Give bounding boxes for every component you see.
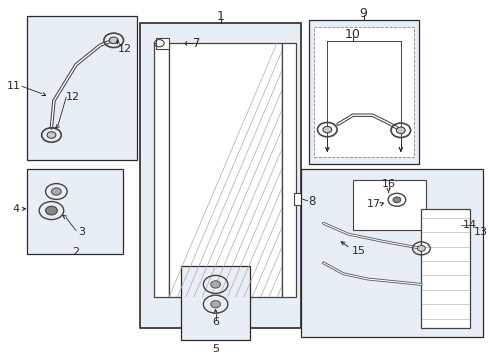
Text: 16: 16 <box>382 179 395 189</box>
Bar <box>301 169 483 337</box>
Circle shape <box>47 132 56 138</box>
Bar <box>27 16 137 160</box>
Text: 4: 4 <box>12 204 20 214</box>
Bar <box>294 193 302 205</box>
Text: 14: 14 <box>463 220 477 230</box>
Bar <box>314 27 414 157</box>
Text: ←7: ←7 <box>184 37 201 50</box>
Bar <box>421 209 470 328</box>
Circle shape <box>417 246 425 251</box>
Text: 9: 9 <box>360 7 368 20</box>
Text: 17: 17 <box>367 199 381 210</box>
Circle shape <box>396 127 405 134</box>
Text: 11: 11 <box>6 81 21 91</box>
Text: 8: 8 <box>309 195 316 208</box>
Text: 12: 12 <box>118 44 132 54</box>
Bar <box>27 169 122 254</box>
Text: 5: 5 <box>212 344 219 354</box>
Bar <box>282 43 296 297</box>
Bar <box>154 43 169 297</box>
Text: 1: 1 <box>217 10 224 23</box>
Circle shape <box>51 188 61 195</box>
Bar <box>169 43 282 297</box>
Bar <box>156 38 169 49</box>
Text: 12: 12 <box>66 92 80 102</box>
Bar <box>140 23 301 328</box>
Circle shape <box>46 206 57 215</box>
Bar <box>181 266 250 340</box>
Text: 15: 15 <box>352 246 366 256</box>
Circle shape <box>211 301 220 308</box>
Circle shape <box>109 37 118 44</box>
Circle shape <box>323 126 332 133</box>
Bar <box>353 180 426 230</box>
Text: 2: 2 <box>73 247 79 257</box>
Text: 10: 10 <box>345 28 361 41</box>
Circle shape <box>211 281 220 288</box>
Bar <box>309 20 419 164</box>
Text: 3: 3 <box>78 227 85 237</box>
Circle shape <box>393 197 401 203</box>
Text: 13: 13 <box>474 227 489 237</box>
Text: 6: 6 <box>212 317 219 327</box>
